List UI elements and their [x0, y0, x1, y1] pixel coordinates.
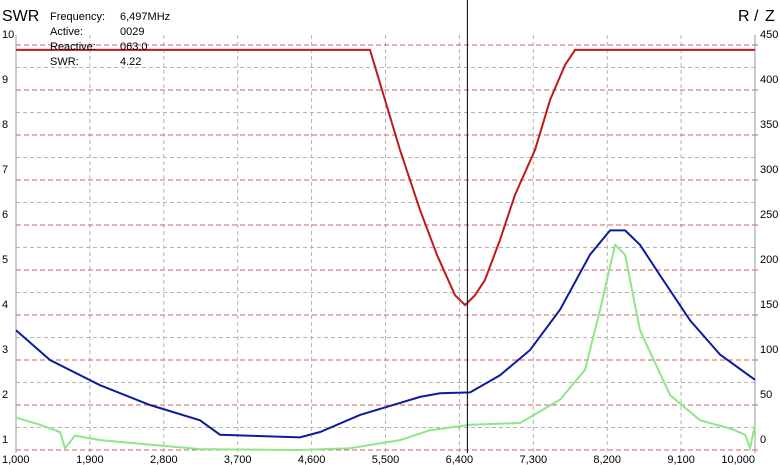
readout-label: Active:: [50, 26, 83, 38]
y2-tick-label: 50: [760, 389, 772, 401]
y-tick-label: 6: [2, 209, 8, 221]
y2-tick-label: 450: [760, 29, 778, 41]
legend-separator: /: [754, 8, 759, 25]
readout-value: 6,497MHz: [120, 11, 170, 23]
x-tick-label: 3,700: [224, 454, 252, 465]
readout-label: Frequency:: [50, 11, 105, 23]
legend-swr: SWR: [2, 8, 39, 25]
y2-tick-label: 200: [760, 254, 778, 266]
y2-tick-label: 400: [760, 74, 778, 86]
y2-tick-label: 0: [760, 434, 766, 446]
legend-z: Z: [765, 8, 775, 25]
y-tick-label: 8: [2, 119, 8, 131]
readout-value: 4.22: [120, 56, 141, 68]
y-tick-label: 5: [2, 254, 8, 266]
y-tick-label: 7: [2, 164, 8, 176]
y-tick-label: 9: [2, 74, 8, 86]
y2-tick-label: 100: [760, 344, 778, 356]
x-tick-label: 6,400: [446, 454, 474, 465]
readout-label: Reactive:: [50, 41, 96, 53]
x-tick-label: 4,600: [298, 454, 326, 465]
y-tick-label: 10: [2, 29, 14, 41]
y-tick-label: 3: [2, 344, 8, 356]
series-line: [15, 242, 756, 452]
series-line: [16, 48, 755, 307]
x-tick-label: 5,500: [372, 454, 400, 465]
x-tick-label: 1,900: [76, 454, 104, 465]
x-tick-label: 8,200: [593, 454, 621, 465]
legend-r: R: [738, 8, 750, 25]
y-tick-label: 2: [2, 389, 8, 401]
x-tick-label: 7,300: [520, 454, 548, 465]
x-tick-label: 1,000: [2, 454, 30, 465]
x-tick-label: 9,100: [667, 454, 695, 465]
series-line: [15, 229, 756, 439]
readout-value: 063.0: [120, 41, 148, 53]
y2-tick-label: 350: [760, 119, 778, 131]
y2-tick-label: 250: [760, 209, 778, 221]
y2-tick-label: 150: [760, 299, 778, 311]
x-tick-label: 10,000: [721, 454, 755, 465]
readout-value: 0029: [120, 26, 144, 38]
x-tick-label: 2,800: [150, 454, 178, 465]
readout-label: SWR:: [50, 56, 79, 68]
y-tick-label: 4: [2, 299, 8, 311]
y-tick-label: 1: [2, 434, 8, 446]
y2-tick-label: 300: [760, 164, 778, 176]
